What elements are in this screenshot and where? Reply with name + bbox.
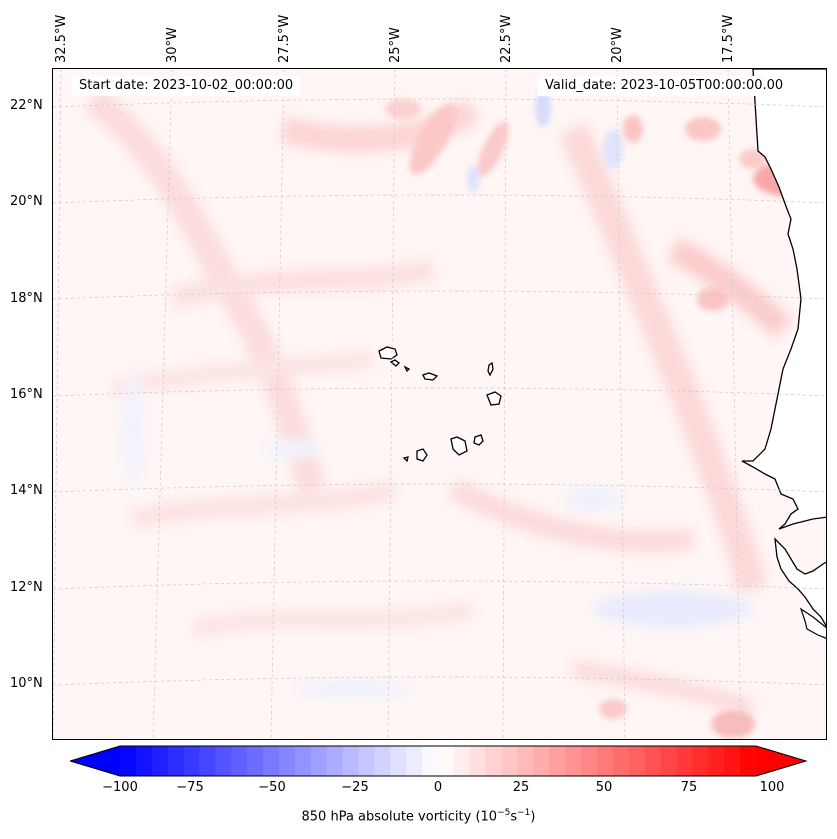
- colorbar-tick-minus-50: −50: [258, 780, 286, 795]
- colorbar-segment: [501, 746, 519, 776]
- colorbar-outline: [70, 745, 808, 777]
- colorbar-segment: [294, 746, 312, 776]
- colorbar-label: 850 hPa absolute vorticity (10−5s−1): [301, 808, 536, 825]
- lat-label-14n: 14°N: [10, 483, 43, 498]
- colorbar-segment: [422, 746, 439, 776]
- colorbar-extend-min: [70, 746, 120, 776]
- colorbar-segment: [453, 746, 471, 776]
- colorbar-segment: [326, 746, 344, 776]
- colorbar-segment: [549, 746, 566, 776]
- colorbar-segment: [167, 746, 185, 776]
- colorbar-segment: [151, 746, 169, 776]
- lon-label-25w: 25°W: [388, 27, 403, 63]
- colorbar-segment: [135, 746, 153, 776]
- colorbar: [70, 745, 808, 777]
- colorbar-segment: [660, 746, 678, 776]
- colorbar-segments: [70, 746, 806, 776]
- lat-label-22n: 22°N: [10, 98, 43, 113]
- colorbar-tick-0: 0: [433, 780, 443, 795]
- cape-verde-islands: [378, 346, 502, 463]
- colorbar-segment: [342, 746, 360, 776]
- colorbar-segment: [231, 746, 248, 776]
- colorbar-segment: [469, 746, 487, 776]
- lat-label-10n: 10°N: [10, 676, 43, 691]
- colorbar-segment: [358, 746, 375, 776]
- colorbar-segment: [724, 746, 741, 776]
- colorbar-tick-minus-75: −75: [176, 780, 204, 795]
- colorbar-segment: [374, 746, 391, 776]
- colorbar-segment: [215, 746, 232, 776]
- valid-date-label: Valid_date: 2023-10-05T00:00:00.00: [538, 76, 791, 96]
- colorbar-segment: [565, 746, 582, 776]
- colorbar-segment: [517, 746, 534, 776]
- lon-label-20w: 20°W: [610, 27, 625, 63]
- colorbar-segment: [199, 746, 216, 776]
- lon-label-22-5w: 22.5°W: [499, 14, 514, 63]
- colorbar-segment: [183, 746, 201, 776]
- lon-label-32-5w: 32.5°W: [54, 14, 69, 63]
- vorticity-map: [52, 68, 827, 740]
- vorticity-field: [84, 87, 793, 718]
- colorbar-segment: [597, 746, 614, 776]
- coastline-africa: [741, 69, 826, 639]
- colorbar-segment: [612, 746, 630, 776]
- colorbar-segment: [644, 746, 662, 776]
- colorbar-segment: [676, 746, 693, 776]
- colorbar-segment: [581, 746, 598, 776]
- lat-label-12n: 12°N: [10, 580, 43, 595]
- colorbar-segment: [692, 746, 709, 776]
- colorbar-segment: [485, 746, 503, 776]
- colorbar-segment: [406, 746, 423, 776]
- lat-label-16n: 16°N: [10, 387, 43, 402]
- colorbar-tick-minus-25: −25: [341, 780, 369, 795]
- colorbar-tick-minus-100: −100: [102, 780, 138, 795]
- colorbar-segment: [310, 746, 328, 776]
- colorbar-tick-50: 50: [595, 780, 613, 795]
- graticule: [53, 69, 826, 739]
- lon-label-30w: 30°W: [165, 27, 180, 63]
- colorbar-extend-max: [756, 746, 806, 776]
- colorbar-segment: [279, 746, 296, 776]
- colorbar-segment: [740, 746, 757, 776]
- colorbar-segment: [438, 746, 455, 776]
- colorbar-segment: [247, 746, 264, 776]
- colorbar-segment: [628, 746, 646, 776]
- lat-label-18n: 18°N: [10, 291, 43, 306]
- map-canvas: [53, 69, 826, 739]
- colorbar-segment: [263, 746, 280, 776]
- lon-label-17-5w: 17.5°W: [721, 14, 736, 63]
- lon-label-27-5w: 27.5°W: [277, 14, 292, 63]
- colorbar-segment: [120, 746, 137, 776]
- colorbar-tick-25: 25: [512, 780, 530, 795]
- colorbar-segment: [708, 746, 725, 776]
- lat-label-20n: 20°N: [10, 194, 43, 209]
- colorbar-segment: [533, 746, 550, 776]
- colorbar-segment: [390, 746, 407, 776]
- colorbar-tick-75: 75: [680, 780, 698, 795]
- colorbar-tick-100: 100: [759, 780, 785, 795]
- start-date-label: Start date: 2023-10-02_00:00:00: [72, 76, 301, 96]
